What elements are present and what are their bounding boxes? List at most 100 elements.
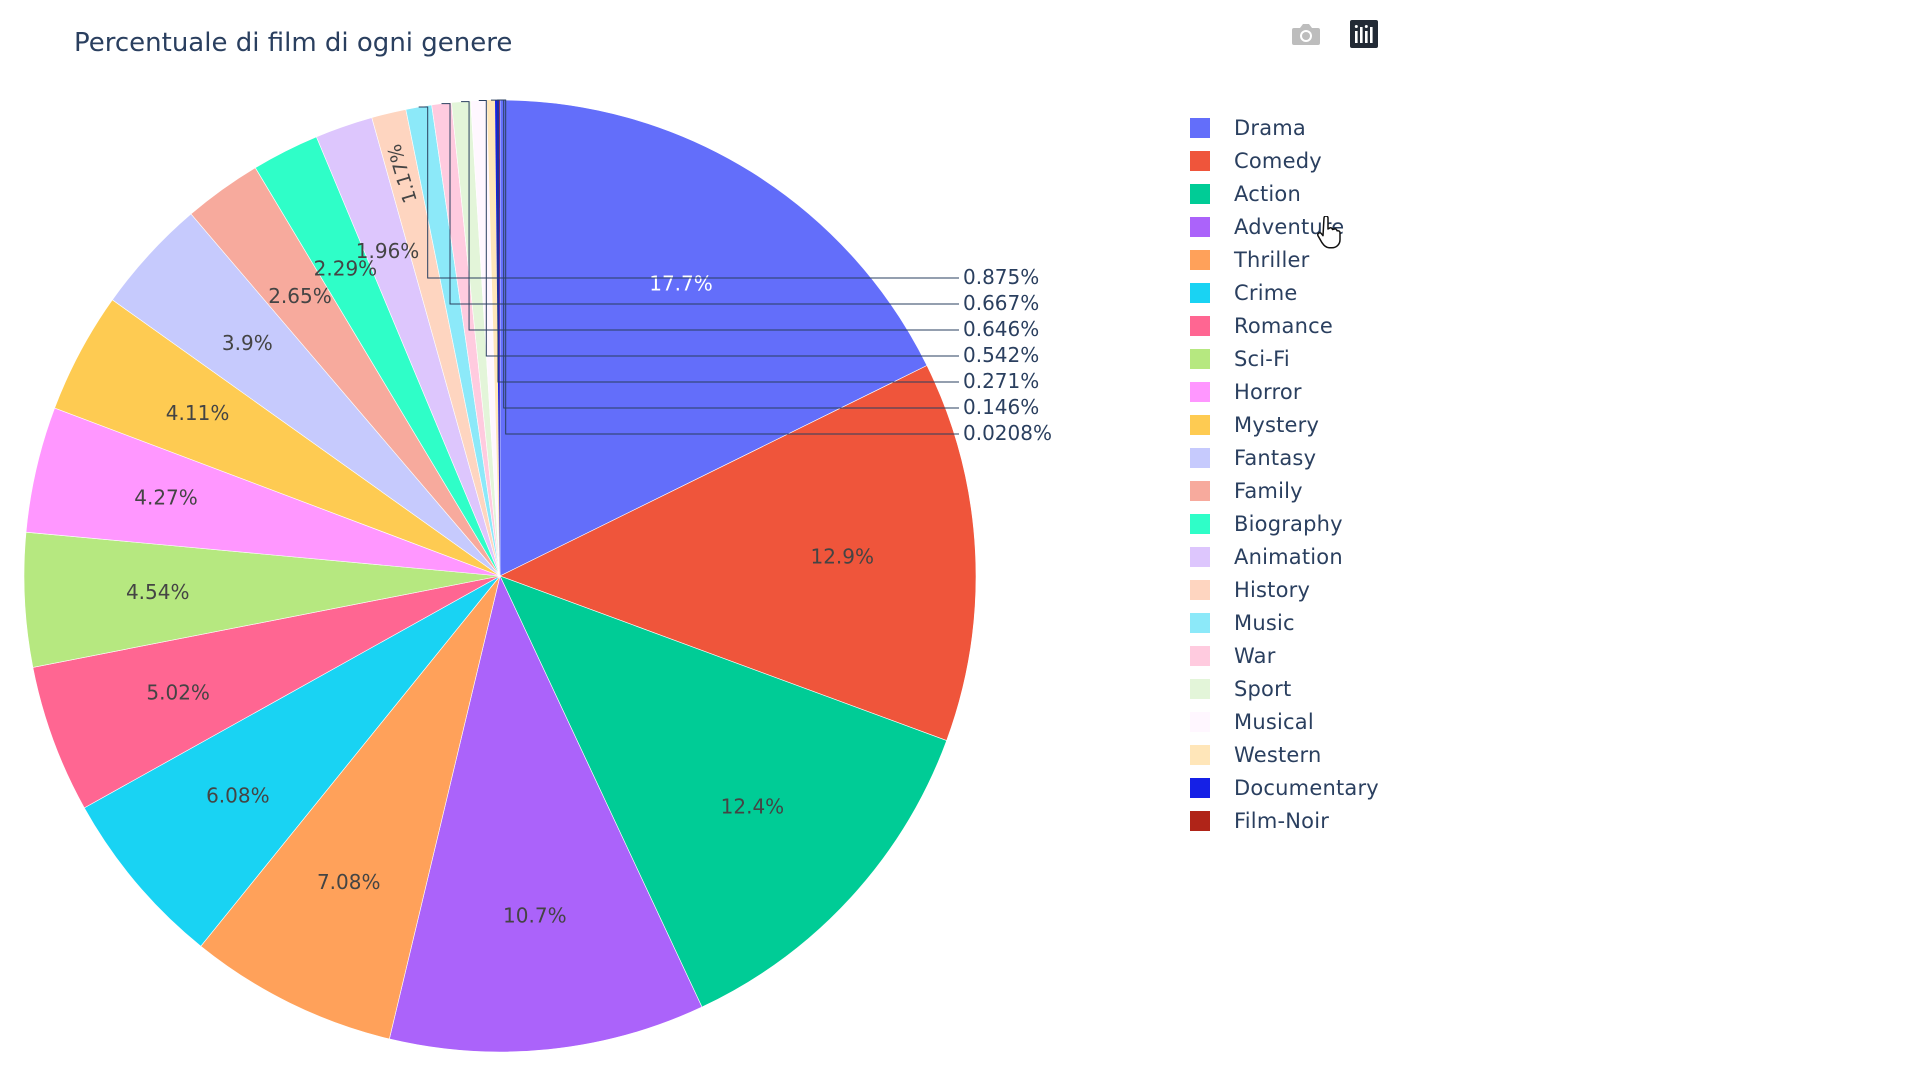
legend-label: Horror bbox=[1234, 379, 1302, 404]
legend-label: Crime bbox=[1234, 280, 1298, 305]
legend-swatch bbox=[1190, 249, 1210, 270]
leader-line-western bbox=[490, 99, 959, 383]
legend-item-music[interactable]: Music bbox=[1190, 606, 1379, 639]
legend-item-drama[interactable]: Drama bbox=[1190, 111, 1379, 144]
camera-icon[interactable] bbox=[1290, 18, 1322, 50]
legend-swatch bbox=[1190, 150, 1210, 171]
legend-swatch bbox=[1190, 282, 1210, 303]
legend-item-war[interactable]: War bbox=[1190, 639, 1379, 672]
pie-slice-comedy[interactable] bbox=[499, 365, 977, 741]
pie-slice-drama[interactable] bbox=[499, 99, 928, 577]
legend-label: Film-Noir bbox=[1234, 808, 1330, 833]
legend-swatch bbox=[1190, 381, 1210, 402]
legend-swatch bbox=[1190, 315, 1210, 336]
legend: Drama Comedy Action Adventure Thriller Crime R… bbox=[1190, 111, 1379, 837]
pie-slice-film-noir[interactable] bbox=[499, 100, 500, 576]
outside-label-film-noir: 0.0208% bbox=[963, 421, 1052, 445]
chart-title: Percentuale di film di ogni genere bbox=[74, 28, 513, 58]
legend-swatch bbox=[1190, 612, 1210, 633]
plotly-logo-icon[interactable] bbox=[1348, 18, 1380, 50]
leader-line-war bbox=[441, 103, 959, 305]
legend-swatch bbox=[1190, 711, 1210, 732]
legend-swatch bbox=[1190, 480, 1210, 501]
legend-swatch bbox=[1190, 117, 1210, 138]
slice-label-crime: 6.08% bbox=[206, 783, 270, 807]
legend-label: Comedy bbox=[1234, 148, 1322, 173]
pie-slice-western[interactable] bbox=[486, 100, 500, 576]
modebar bbox=[1290, 18, 1380, 50]
legend-item-western[interactable]: Western bbox=[1190, 738, 1379, 771]
outside-label-sport: 0.646% bbox=[963, 317, 1039, 341]
legend-item-mystery[interactable]: Mystery bbox=[1190, 408, 1379, 441]
legend-swatch bbox=[1190, 678, 1210, 699]
legend-label: Biography bbox=[1234, 511, 1343, 536]
slice-label-adventure: 10.7% bbox=[503, 903, 567, 927]
legend-item-horror[interactable]: Horror bbox=[1190, 375, 1379, 408]
legend-swatch bbox=[1190, 777, 1210, 798]
legend-item-romance[interactable]: Romance bbox=[1190, 309, 1379, 342]
outside-label-documentary: 0.146% bbox=[963, 395, 1039, 419]
legend-swatch bbox=[1190, 513, 1210, 534]
slice-label-drama: 17.7% bbox=[649, 271, 713, 295]
slice-label-romance: 5.02% bbox=[146, 680, 210, 704]
leader-line-sport bbox=[461, 101, 959, 331]
legend-swatch bbox=[1190, 183, 1210, 204]
slice-label-mystery: 4.11% bbox=[166, 401, 230, 425]
legend-label: Mystery bbox=[1234, 412, 1320, 437]
legend-swatch bbox=[1190, 348, 1210, 369]
legend-item-biography[interactable]: Biography bbox=[1190, 507, 1379, 540]
legend-item-documentary[interactable]: Documentary bbox=[1190, 771, 1379, 804]
legend-item-family[interactable]: Family bbox=[1190, 474, 1379, 507]
legend-label: Drama bbox=[1234, 115, 1306, 140]
legend-item-history[interactable]: History bbox=[1190, 573, 1379, 606]
legend-item-sci-fi[interactable]: Sci-Fi bbox=[1190, 342, 1379, 375]
pie-slice-thriller[interactable] bbox=[200, 575, 501, 1040]
legend-label: Music bbox=[1234, 610, 1295, 635]
legend-swatch bbox=[1190, 579, 1210, 600]
slice-label-animation: 1.96% bbox=[356, 239, 420, 263]
legend-label: Sci-Fi bbox=[1234, 346, 1290, 371]
pie-slice-crime[interactable] bbox=[83, 575, 501, 947]
pie-slice-action[interactable] bbox=[499, 575, 948, 1008]
legend-swatch bbox=[1190, 414, 1210, 435]
legend-label: Animation bbox=[1234, 544, 1343, 569]
legend-item-crime[interactable]: Crime bbox=[1190, 276, 1379, 309]
slice-label-fantasy: 3.9% bbox=[222, 331, 273, 355]
legend-item-thriller[interactable]: Thriller bbox=[1190, 243, 1379, 276]
legend-swatch bbox=[1190, 744, 1210, 765]
legend-swatch bbox=[1190, 447, 1210, 468]
pie-slice-romance[interactable] bbox=[32, 575, 501, 809]
hand-cursor-icon bbox=[1316, 215, 1342, 254]
legend-item-fantasy[interactable]: Fantasy bbox=[1190, 441, 1379, 474]
legend-label: History bbox=[1234, 577, 1311, 602]
legend-label: Musical bbox=[1234, 709, 1314, 734]
legend-swatch bbox=[1190, 546, 1210, 567]
legend-item-film-noir[interactable]: Film-Noir bbox=[1190, 804, 1379, 837]
legend-item-adventure[interactable]: Adventure bbox=[1190, 210, 1379, 243]
slice-label-comedy: 12.9% bbox=[810, 545, 874, 569]
legend-label: Fantasy bbox=[1234, 445, 1317, 470]
outside-label-music: 0.875% bbox=[963, 265, 1039, 289]
legend-item-sport[interactable]: Sport bbox=[1190, 672, 1379, 705]
legend-item-comedy[interactable]: Comedy bbox=[1190, 144, 1379, 177]
pie-slice-adventure[interactable] bbox=[389, 575, 703, 1053]
legend-item-action[interactable]: Action bbox=[1190, 177, 1379, 210]
pie-slice-musical[interactable] bbox=[470, 99, 501, 577]
slice-label-action: 12.4% bbox=[721, 794, 785, 818]
outside-label-musical: 0.542% bbox=[963, 343, 1039, 367]
legend-item-animation[interactable]: Animation bbox=[1190, 540, 1379, 573]
legend-item-musical[interactable]: Musical bbox=[1190, 705, 1379, 738]
slice-label-horror: 4.27% bbox=[134, 486, 198, 510]
leader-line-musical bbox=[478, 99, 959, 357]
legend-label: Western bbox=[1234, 742, 1322, 767]
outside-label-western: 0.271% bbox=[963, 369, 1039, 393]
legend-swatch bbox=[1190, 216, 1210, 237]
slice-label-sci-fi: 4.54% bbox=[126, 580, 190, 604]
slice-label-biography: 2.29% bbox=[314, 257, 378, 281]
leader-line-music bbox=[418, 106, 959, 279]
legend-label: War bbox=[1234, 643, 1276, 668]
legend-label: Action bbox=[1234, 181, 1301, 206]
legend-label: Documentary bbox=[1234, 775, 1379, 800]
legend-label: Thriller bbox=[1234, 247, 1310, 272]
